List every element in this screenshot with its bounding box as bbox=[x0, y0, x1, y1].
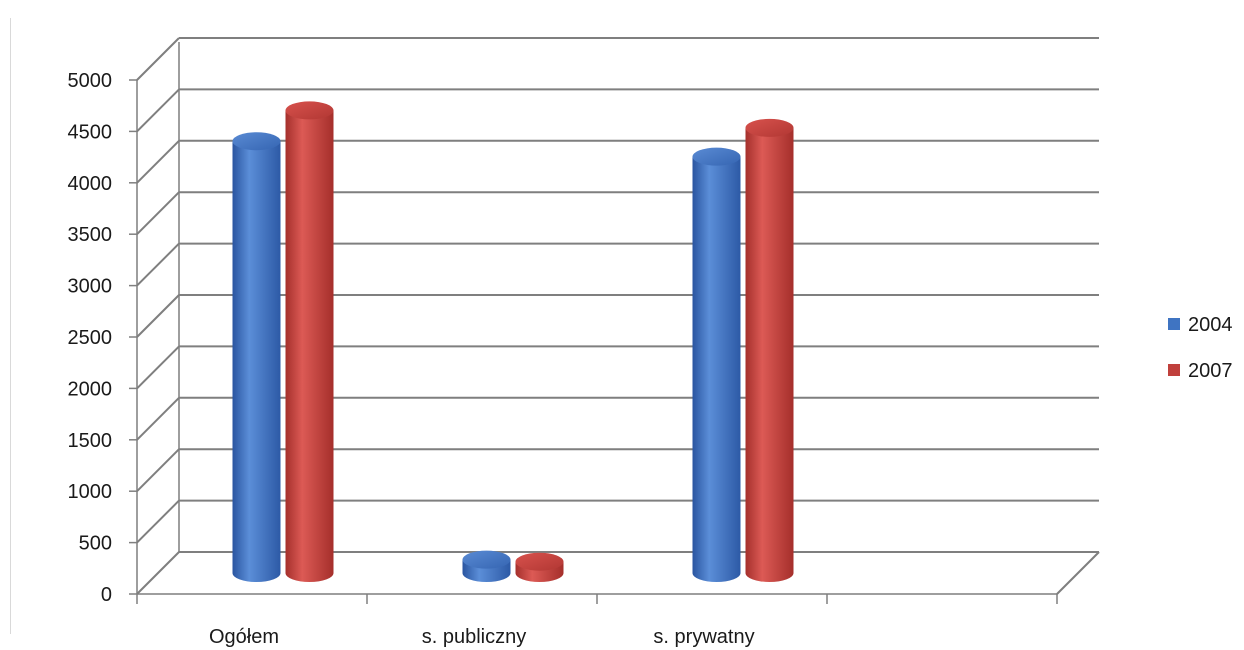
cylinder-top bbox=[232, 132, 281, 151]
cylinder-body bbox=[692, 156, 741, 583]
bar-2007-s-prywatny bbox=[745, 118, 794, 583]
cylinder-body bbox=[285, 110, 334, 583]
legend-swatch-2004 bbox=[1168, 318, 1180, 330]
bar-2007-s-publiczny bbox=[515, 552, 564, 583]
gridline-side bbox=[136, 140, 180, 184]
y-tick-label: 1000 bbox=[68, 481, 113, 503]
y-tick-label: 0 bbox=[101, 584, 112, 606]
gridline-side bbox=[136, 499, 180, 544]
gridline-side bbox=[136, 448, 180, 492]
legend: 2004 2007 bbox=[1168, 314, 1233, 382]
bar-2007-Ogółem bbox=[285, 101, 334, 583]
gridline-side bbox=[136, 345, 180, 390]
gridline-side bbox=[136, 88, 180, 133]
bar-2004-s-publiczny bbox=[462, 550, 511, 583]
bar-2004-Ogółem bbox=[232, 132, 281, 583]
chart-floor bbox=[136, 551, 1100, 595]
y-tick-label: 2000 bbox=[68, 378, 113, 400]
left-border-line bbox=[10, 18, 11, 634]
x-category-label: s. prywatny bbox=[653, 626, 754, 648]
floor-right-edge bbox=[1056, 551, 1100, 595]
y-tick-label: 3500 bbox=[68, 224, 113, 246]
y-tick-label: 5000 bbox=[68, 70, 113, 92]
legend-label-2004: 2004 bbox=[1188, 314, 1233, 336]
y-tick-label: 2500 bbox=[68, 327, 113, 349]
gridlines bbox=[136, 37, 1099, 544]
y-tick-label: 3000 bbox=[68, 276, 113, 298]
y-tick-label: 4000 bbox=[68, 173, 113, 195]
cylinder-top bbox=[692, 147, 741, 166]
gridline-side bbox=[136, 242, 180, 287]
legend-label-2007: 2007 bbox=[1188, 360, 1233, 382]
gridline-side bbox=[136, 294, 180, 338]
y-tick-label: 4500 bbox=[68, 121, 113, 143]
legend-swatch-2007 bbox=[1168, 364, 1180, 376]
floor-left-edge bbox=[136, 551, 180, 595]
gridline-side bbox=[136, 37, 180, 81]
x-category-label: Ogółem bbox=[209, 626, 279, 648]
y-axis: 0 500 1000 1500 2000 2500 3000 3500 4000 4500 5000 bbox=[68, 70, 138, 606]
y-tick-label: 1500 bbox=[68, 430, 113, 452]
y-tick-label: 500 bbox=[79, 533, 112, 555]
gridline-side bbox=[136, 191, 180, 235]
cylinder-top bbox=[462, 550, 511, 569]
x-category-label: s. publiczny bbox=[422, 626, 527, 648]
cylinder-top bbox=[745, 118, 794, 137]
cylinder-top bbox=[285, 101, 334, 120]
cylinder-body bbox=[232, 141, 281, 583]
cylinder-top bbox=[515, 552, 564, 571]
bar-2004-s-prywatny bbox=[692, 147, 741, 583]
x-axis: Ogółem s. publiczny s. prywatny bbox=[136, 593, 1058, 648]
gridline-side bbox=[136, 397, 180, 441]
bars bbox=[232, 101, 794, 583]
cylinder-body bbox=[745, 127, 794, 583]
